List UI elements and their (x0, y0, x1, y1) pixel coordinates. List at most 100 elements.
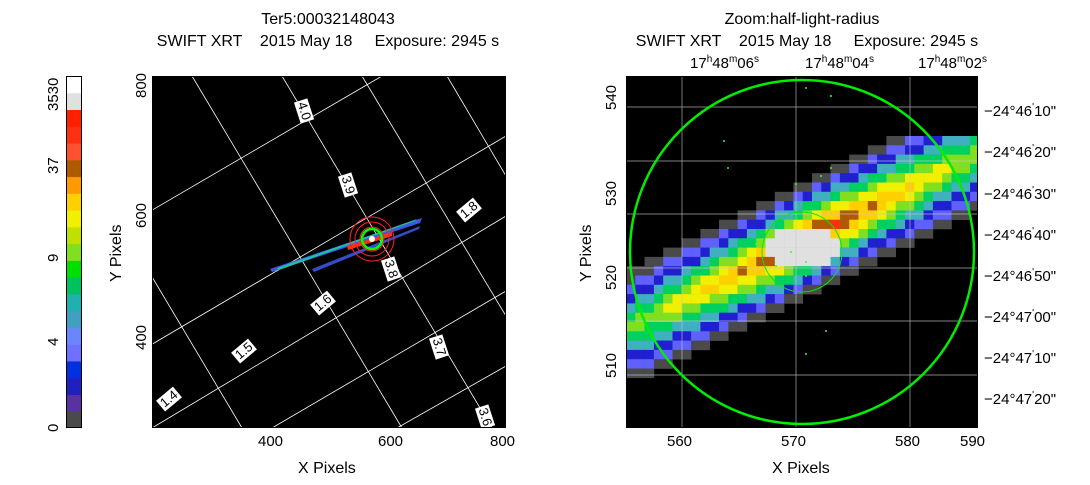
heat-cell (839, 238, 850, 248)
heat-cell (849, 229, 859, 239)
heat-cell (663, 322, 673, 332)
heat-cell (830, 191, 841, 202)
heat-cell (914, 136, 924, 146)
heat-cell (644, 284, 655, 295)
heat-cell (765, 294, 776, 304)
heat-cell (774, 229, 785, 239)
heat-cell (793, 201, 803, 211)
heat-cell (784, 294, 794, 304)
ra-tick-label: 17h48m06s (690, 54, 759, 72)
heat-cell (914, 145, 924, 155)
heat-cell (970, 173, 978, 183)
heat-cell (793, 247, 803, 258)
heat-cell (663, 294, 673, 304)
heat-cell (858, 229, 869, 239)
colorbar-segment (66, 344, 82, 362)
heat-cell (858, 219, 869, 230)
heat-cell (867, 229, 878, 239)
heat-cell (626, 368, 636, 379)
heat-cell (960, 145, 971, 155)
heat-cell (951, 145, 962, 155)
heat-cell (663, 275, 673, 286)
heat-cell (886, 219, 896, 230)
heat-cell (691, 322, 701, 332)
heat-cell (923, 145, 934, 155)
heat-cell (756, 210, 766, 220)
heat-cell (867, 173, 878, 183)
ra-minutes: 48 (940, 55, 957, 72)
colorbar-segment (66, 92, 82, 111)
y-tick-label: 510 (603, 352, 620, 378)
heat-cell (858, 238, 869, 248)
dec-degrees: −24° (984, 350, 1016, 367)
heat-cell (765, 201, 776, 211)
heat-cell (719, 229, 729, 239)
heat-cell (830, 201, 841, 211)
heat-cell (635, 312, 645, 323)
heat-cell (802, 284, 813, 295)
heat-cell (895, 136, 906, 146)
heat-cell (709, 312, 720, 323)
heat-cell (858, 173, 869, 183)
heat-cell (653, 331, 664, 341)
heat-cell (700, 322, 710, 332)
colorbar-segment (66, 277, 82, 295)
heat-cell (709, 238, 720, 248)
heat-cell (644, 275, 655, 286)
heat-cell (691, 247, 701, 258)
right-title-line1: Zoom:half-light-radius (724, 11, 880, 28)
heat-cell (867, 191, 878, 202)
heat-cell (886, 163, 896, 174)
heat-cell (830, 238, 841, 248)
heat-cell (830, 173, 841, 183)
heat-cell (663, 284, 673, 295)
heat-cell (802, 247, 813, 258)
heat-cell (700, 294, 710, 304)
heat-cell (960, 136, 971, 146)
heat-cell (663, 359, 673, 369)
heat-cell (867, 145, 878, 155)
heat-cell (821, 201, 831, 211)
heat-cell (784, 219, 794, 230)
heat-cell (653, 322, 664, 332)
heat-cell (709, 331, 720, 341)
heat-cell (914, 210, 924, 220)
heat-cell (663, 303, 673, 313)
heat-cell (635, 294, 645, 304)
heat-cell (756, 247, 766, 258)
heat-cell (858, 182, 869, 193)
heat-cell (719, 294, 729, 304)
heat-cell (839, 219, 850, 230)
heat-cell (849, 201, 859, 211)
heat-cell (765, 210, 776, 220)
heat-cell (784, 201, 794, 211)
heat-cell (653, 294, 664, 304)
heat-cell (681, 266, 692, 276)
heat-cell (849, 163, 859, 174)
heat-cell (867, 256, 878, 267)
heat-cell (719, 266, 729, 276)
left-image-plot (152, 76, 506, 428)
heat-cell (709, 294, 720, 304)
heat-cell (802, 238, 813, 248)
heat-cell (877, 154, 887, 165)
heat-cell (793, 256, 803, 267)
ra-seconds: 02 (965, 55, 982, 72)
heat-cell (932, 191, 943, 202)
heat-cell (653, 266, 664, 276)
heat-cell (812, 275, 822, 286)
dec-tick-label: −24°46'20" (984, 143, 1057, 161)
dec-arcmin: 46 (1015, 144, 1033, 161)
heat-cell (746, 284, 757, 295)
heat-cell (839, 173, 850, 183)
heat-cell (932, 219, 943, 230)
heat-cell (960, 182, 971, 193)
heat-cell (821, 275, 831, 286)
dec-arcmin: 46 (1015, 227, 1033, 244)
heat-cell (830, 229, 841, 239)
left-y-label: Y Pixels (108, 224, 125, 282)
heat-cell (942, 136, 952, 146)
heat-cell (942, 210, 952, 220)
heat-cell (635, 266, 645, 276)
heat-cell (681, 303, 692, 313)
